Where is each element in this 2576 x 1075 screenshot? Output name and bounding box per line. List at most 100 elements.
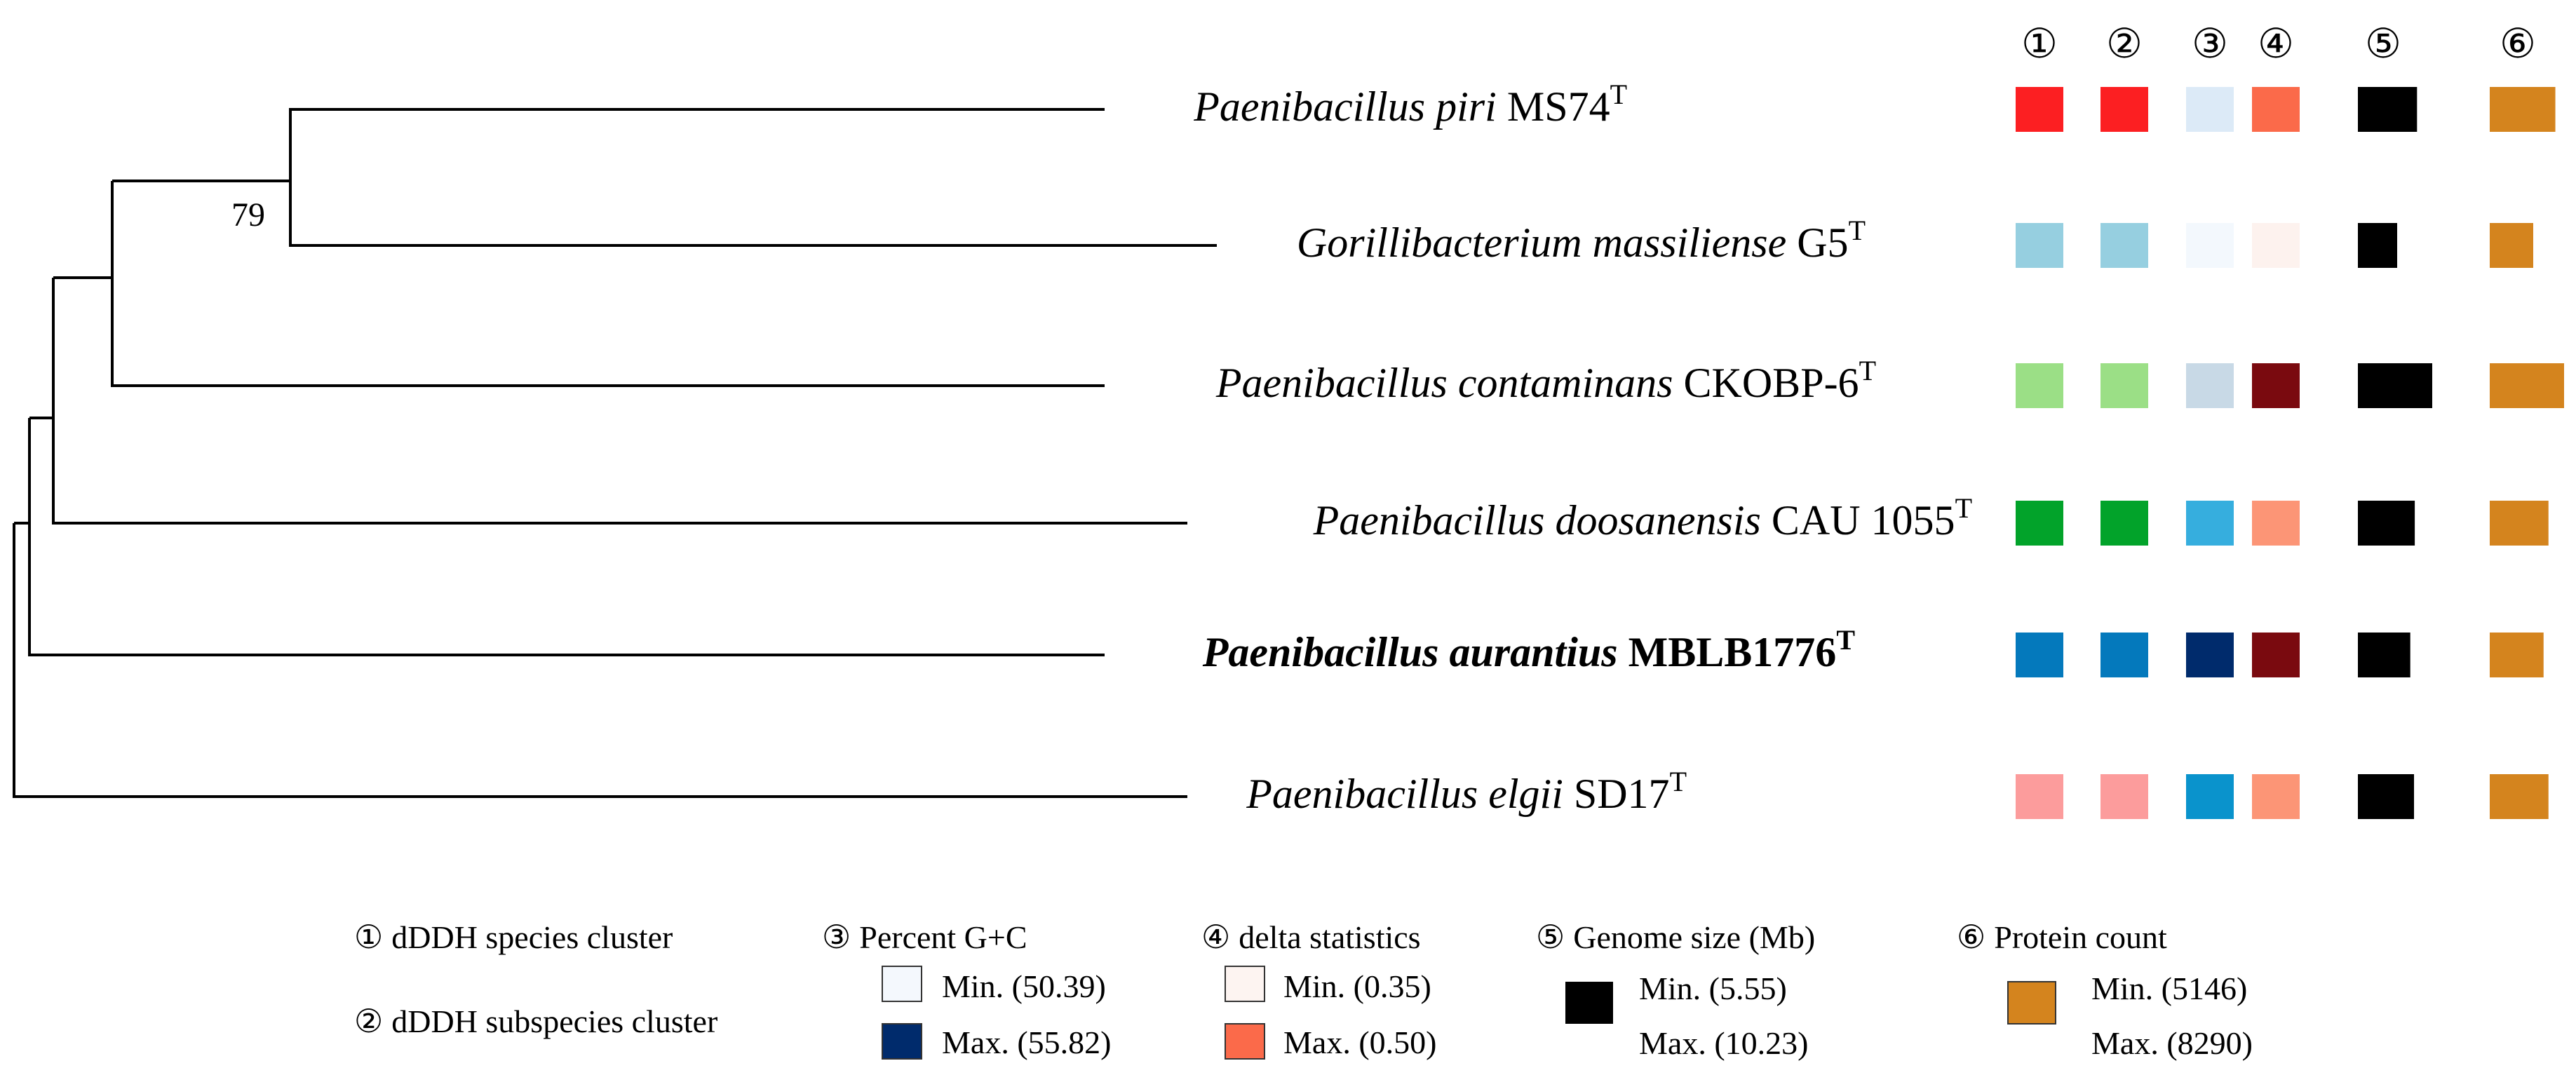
legend: ① dDDH species cluster ② dDDH subspecies c… (354, 919, 2253, 1061)
legend-delta-title: ④ delta statistics (1201, 919, 1421, 955)
genome-size-cell (2358, 363, 2432, 408)
taxon-label: Paenibacillus piri MS74T (1193, 79, 1627, 130)
delta-max-label: Max. (0.50) (1283, 1025, 1436, 1060)
legend-species-cluster: ① dDDH species cluster (354, 919, 673, 955)
delta-max-swatch (1225, 1023, 1265, 1060)
genome-size-cell (2358, 774, 2415, 819)
protein-count-cell (2490, 501, 2549, 546)
taxon-strain: CKOBP-6 (1673, 360, 1859, 406)
gc-max-label: Max. (55.82) (942, 1025, 1111, 1060)
genome-size-cell (2358, 223, 2397, 268)
taxon-label: Gorillibacterium massiliense G5T (1297, 215, 1866, 266)
protein-count-cell (2490, 633, 2544, 677)
taxon-genus: Paenibacillus (1313, 497, 1545, 543)
taxon-genus: Paenibacillus (1215, 360, 1448, 406)
subspecies-cluster-cell (2100, 223, 2148, 268)
taxon-label: Paenibacillus doosanensis CAU 1055T (1313, 492, 1972, 543)
type-strain-marker: T (1670, 766, 1687, 797)
species-cluster-cell (2016, 223, 2063, 268)
protein-max-label: Max. (8290) (2091, 1025, 2253, 1061)
taxon-genus: Paenibacillus (1246, 771, 1478, 817)
subspecies-cluster-cell (2100, 633, 2148, 677)
legend-protein-title: ⑥ Protein count (1957, 919, 2167, 955)
subspecies-cluster-cell (2100, 774, 2148, 819)
protein-count-cell (2490, 223, 2533, 268)
taxon-strain: SD17 (1563, 771, 1670, 817)
taxon-strain: MBLB1776 (1618, 629, 1837, 675)
gc-max-swatch (882, 1023, 922, 1060)
gc-cell (2186, 87, 2234, 132)
column-header: ① (2021, 21, 2058, 67)
taxon-species: contaminans (1448, 360, 1673, 406)
taxon-species: aurantius (1438, 629, 1617, 675)
delta-min-swatch (1225, 966, 1265, 1002)
delta-cell (2252, 87, 2300, 132)
gc-cell (2186, 501, 2234, 546)
genome-size-cell (2358, 501, 2415, 546)
column-header: ⑤ (2365, 21, 2401, 67)
genome-max-label: Max. (10.23) (1639, 1025, 1808, 1061)
genome-size-cell (2358, 633, 2410, 677)
column-header: ③ (2192, 21, 2228, 67)
column-header: ④ (2258, 21, 2294, 67)
protein-swatch (2007, 981, 2056, 1025)
type-strain-marker: T (1955, 492, 1972, 524)
delta-cell (2252, 363, 2300, 408)
taxon-label: Paenibacillus elgii SD17T (1246, 766, 1687, 817)
taxon-species: doosanensis (1545, 497, 1761, 543)
species-cluster-cell (2016, 501, 2063, 546)
genome-size-cell (2358, 87, 2417, 132)
gc-cell (2186, 363, 2234, 408)
taxon-species: elgii (1478, 771, 1563, 817)
species-cluster-cell (2016, 363, 2063, 408)
subspecies-cluster-cell (2100, 501, 2148, 546)
taxon-strain: MS74 (1497, 83, 1610, 130)
genome-min-label: Min. (5.55) (1639, 971, 1787, 1006)
taxon-label: Paenibacillus aurantius MBLB1776T (1202, 624, 1856, 675)
trait-matrix (2016, 87, 2564, 819)
subspecies-cluster-cell (2100, 87, 2148, 132)
protein-count-cell (2490, 363, 2564, 408)
subspecies-cluster-cell (2100, 363, 2148, 408)
species-cluster-cell (2016, 633, 2063, 677)
gc-cell (2186, 633, 2234, 677)
taxon-genus: Paenibacillus (1193, 83, 1425, 130)
phylogenetic-tree (13, 108, 1217, 798)
column-header: ② (2106, 21, 2143, 67)
gc-min-label: Min. (50.39) (942, 968, 1106, 1004)
taxon-strain: G5 (1786, 219, 1848, 266)
genome-swatch (1565, 982, 1613, 1024)
protein-count-cell (2490, 774, 2549, 819)
taxon-strain: CAU 1055 (1761, 497, 1955, 543)
column-header: ⑥ (2500, 21, 2536, 67)
legend-genome-title: ⑤ Genome size (Mb) (1536, 919, 1815, 955)
delta-cell (2252, 501, 2300, 546)
legend-subspecies-cluster: ② dDDH subspecies cluster (354, 1003, 717, 1039)
taxon-species: piri (1425, 83, 1497, 130)
legend-gc-title: ③ Percent G+C (822, 919, 1027, 955)
type-strain-marker: T (1849, 215, 1866, 246)
delta-cell (2252, 633, 2300, 677)
delta-min-label: Min. (0.35) (1283, 968, 1431, 1004)
type-strain-marker: T (1836, 624, 1855, 656)
taxon-label: Paenibacillus contaminans CKOBP-6T (1215, 355, 1876, 406)
type-strain-marker: T (1610, 79, 1627, 110)
gc-cell (2186, 774, 2234, 819)
gc-cell (2186, 223, 2234, 268)
taxon-species: massiliense (1582, 219, 1787, 266)
species-cluster-cell (2016, 774, 2063, 819)
taxon-labels: Paenibacillus piri MS74TGorillibacterium… (1193, 79, 1972, 817)
taxon-genus: Gorillibacterium (1297, 219, 1582, 266)
delta-cell (2252, 774, 2300, 819)
type-strain-marker: T (1859, 355, 1876, 386)
species-cluster-cell (2016, 87, 2063, 132)
protein-count-cell (2490, 87, 2556, 132)
delta-cell (2252, 223, 2300, 268)
taxon-genus: Paenibacillus (1202, 629, 1439, 675)
gc-min-swatch (882, 966, 922, 1002)
protein-min-label: Min. (5146) (2091, 971, 2247, 1006)
bootstrap-value: 79 (231, 196, 265, 234)
